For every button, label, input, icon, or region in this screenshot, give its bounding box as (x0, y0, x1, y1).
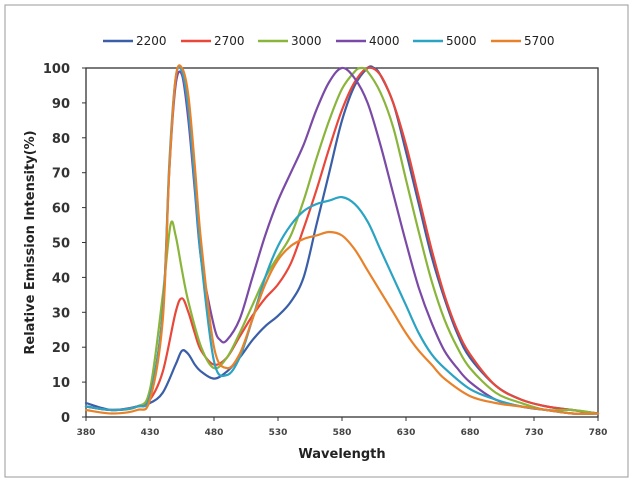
series-line-3000 (84, 66, 600, 415)
x-tick-label: 780 (589, 428, 608, 438)
legend-label-2700: 2700 (214, 34, 245, 48)
y-tick-label: 70 (52, 167, 70, 182)
legend-label-5000: 5000 (446, 34, 477, 48)
x-tick-label: 730 (525, 428, 544, 438)
y-tick-label: 90 (52, 97, 70, 112)
y-tick-label: 60 (52, 202, 70, 217)
y-tick-label: 100 (43, 62, 70, 77)
y-tick-label: 0 (61, 411, 70, 426)
x-axis: 380 430 480 530 580 630 680 730 780 (77, 417, 608, 438)
y-tick-label: 50 (52, 237, 70, 252)
legend-label-3000: 3000 (291, 34, 322, 48)
x-tick-label: 630 (397, 428, 416, 438)
legend-label-5700: 5700 (524, 34, 555, 48)
series-line-2700 (84, 66, 600, 415)
series-lines (84, 64, 600, 415)
chart-border (4, 4, 629, 478)
x-tick-label: 480 (205, 428, 224, 438)
y-tick-label: 30 (52, 306, 70, 321)
x-tick-label: 380 (77, 428, 96, 438)
x-tick-label: 580 (333, 428, 352, 438)
series-line-5700 (84, 64, 600, 415)
y-axis: 0 10 20 30 40 50 60 70 80 90 100 (43, 62, 86, 426)
x-tick-label: 530 (269, 428, 288, 438)
legend: 2200 2700 3000 4000 5000 5700 (103, 34, 555, 48)
legend-label-2200: 2200 (136, 34, 167, 48)
y-tick-label: 40 (52, 271, 70, 286)
x-axis-title: Wavelength (298, 447, 385, 462)
y-tick-label: 80 (52, 132, 70, 147)
x-tick-label: 430 (141, 428, 160, 438)
y-tick-label: 20 (52, 341, 70, 356)
x-tick-label: 680 (461, 428, 480, 438)
y-axis-title: Relative Emission Intensity(%) (23, 130, 38, 354)
legend-label-4000: 4000 (369, 34, 400, 48)
y-tick-label: 10 (52, 376, 70, 391)
series-line-2200 (84, 65, 600, 415)
